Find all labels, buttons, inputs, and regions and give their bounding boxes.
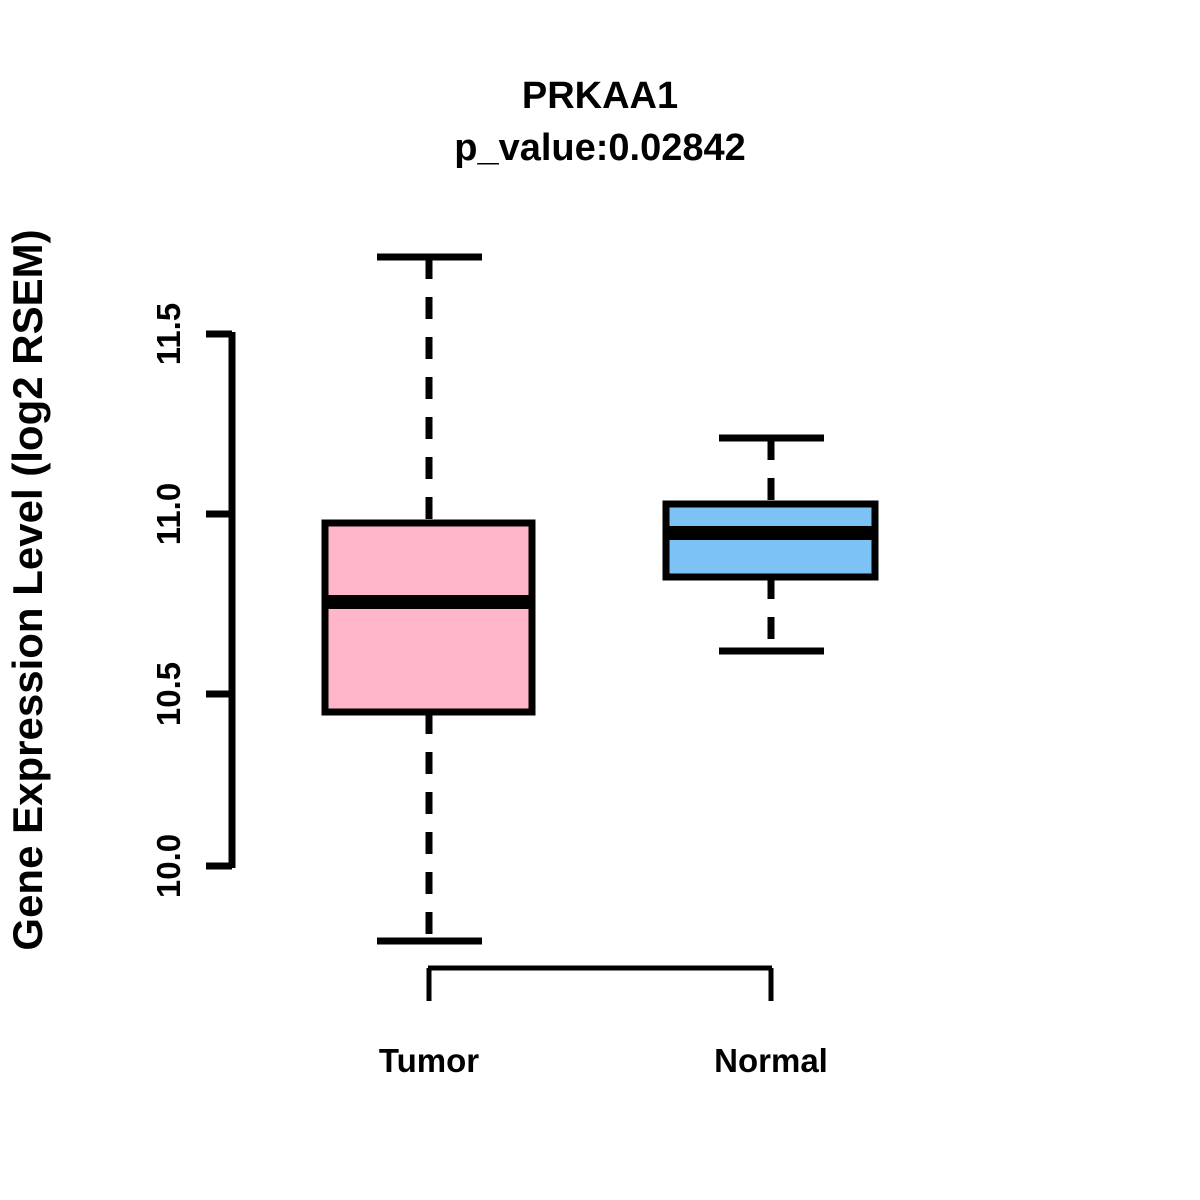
box-group-normal[interactable] (662, 434, 879, 655)
x-tick-label-normal: Normal (714, 1042, 828, 1079)
y-tick-label-11.0: 11.0 (150, 483, 187, 545)
y-axis: 11.5 11.0 10.5 10.0 (150, 303, 236, 898)
y-axis-label: Gene Expression Level (log2 RSEM) (4, 229, 51, 950)
x-tick-label-tumor: Tumor (379, 1042, 479, 1079)
chart-subtitle: p_value:0.02842 (454, 127, 746, 169)
x-axis: Tumor Normal (379, 965, 828, 1079)
normal-box[interactable] (662, 500, 879, 581)
y-tick-label-11.5: 11.5 (150, 303, 187, 365)
y-tick-label-10.5: 10.5 (150, 662, 187, 726)
chart-title: PRKAA1 (522, 75, 678, 117)
y-tick-label-10.0: 10.0 (150, 834, 187, 898)
box-group-tumor[interactable] (321, 253, 536, 945)
tumor-box[interactable] (321, 519, 536, 716)
